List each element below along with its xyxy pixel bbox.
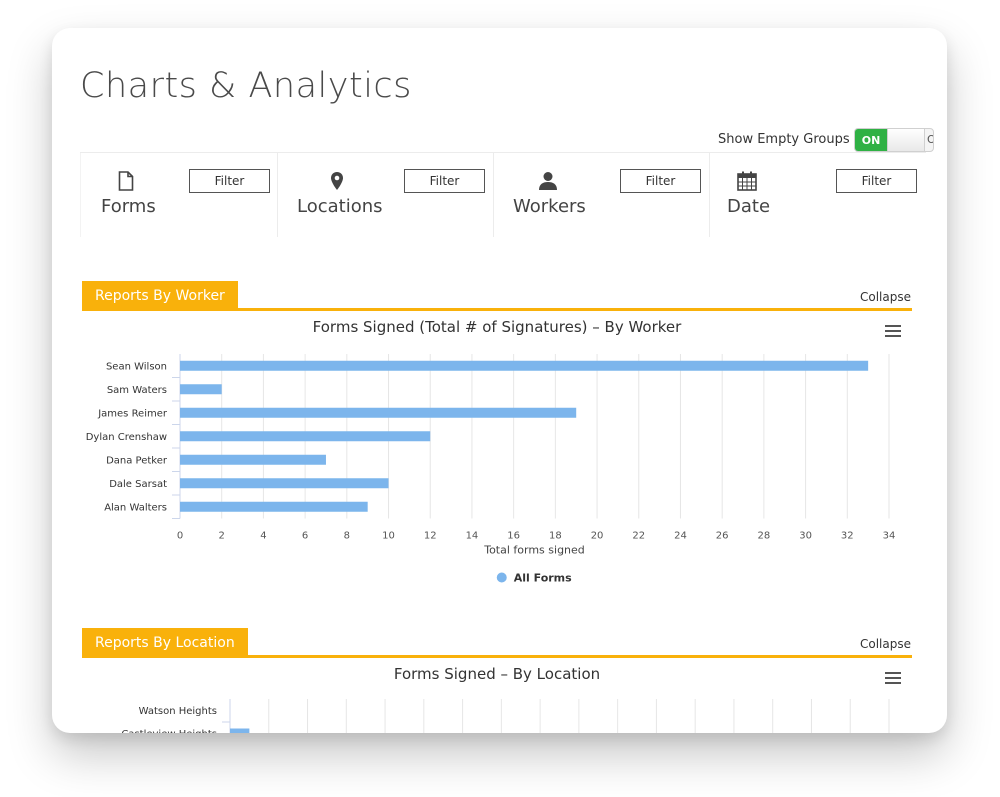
x-tick-label-24: 24 [674,531,687,542]
x-tick-label-28: 28 [758,531,771,542]
filter-date: Date Filter [709,153,925,237]
x-tick-label-26: 26 [716,531,729,542]
location-y-tick-label-castleview-heights: Castleview Heights [121,729,217,733]
chart-location: Watson Heights Castleview Heights [121,699,890,733]
x-tick-label-30: 30 [799,531,812,542]
filter-workers-button[interactable]: Filter [620,169,701,193]
collapse-worker-link[interactable]: Collapse [860,290,911,304]
x-tick-label-4: 4 [260,531,266,542]
x-tick-label-6: 6 [302,531,308,542]
chart-title-location: Forms Signed – By Location [393,665,601,683]
filter-forms-button[interactable]: Filter [189,169,270,193]
toggle-on-text: ON [855,129,887,151]
x-tick-label-22: 22 [632,531,645,542]
filter-label-locations: Locations [297,196,383,217]
toggle-knob[interactable] [887,129,925,151]
y-tick-label-sean-wilson: Sean Wilson [106,361,167,372]
show-empty-groups-toggle[interactable]: ON O [854,128,934,152]
map-pin-icon [327,170,347,192]
section-tab-location[interactable]: Reports By Location [82,628,248,657]
bar-alan-walters [180,501,368,512]
y-tick-label-dana-petker: Dana Petker [106,455,168,466]
legend-label-all-forms: All Forms [514,572,572,585]
y-tick-label-james-reimer: James Reimer [97,408,168,419]
y-tick-label-dale-sarsat: Dale Sarsat [109,479,167,490]
main-card: Charts & Analytics Show Empty Groups ON … [52,28,947,733]
toggle-off-text: O [927,133,933,146]
x-tick-label-34: 34 [883,531,896,542]
calendar-icon [737,170,757,192]
x-tick-label-18: 18 [549,531,562,542]
filter-label-forms: Forms [101,196,156,217]
y-tick-label-sam-waters: Sam Waters [107,385,167,396]
filter-bar: Forms Filter Locations Filter Workers Fi… [80,152,926,237]
filter-date-button[interactable]: Filter [836,169,917,193]
x-tick-label-10: 10 [382,531,395,542]
x-tick-label-20: 20 [591,531,604,542]
section-divider-location [82,655,912,658]
location-y-tick-label-watson-heights: Watson Heights [139,706,217,717]
x-tick-label-0: 0 [177,531,183,542]
bar-dale-sarsat [180,478,389,489]
location-bar-castleview-heights [230,728,250,733]
x-tick-label-32: 32 [841,531,854,542]
user-icon [538,170,558,192]
bar-dana-petker [180,454,326,465]
bar-sam-waters [180,384,222,395]
bar-sean-wilson [180,360,869,371]
show-empty-groups-label: Show Empty Groups [718,132,850,147]
filter-workers: Workers Filter [493,153,709,237]
y-tick-label-alan-walters: Alan Walters [104,502,167,513]
x-tick-label-12: 12 [424,531,437,542]
x-tick-label-14: 14 [466,531,479,542]
file-icon [116,170,136,192]
y-tick-label-dylan-crenshaw: Dylan Crenshaw [86,432,167,443]
section-divider-worker [82,308,912,311]
chart-menu-icon[interactable] [885,325,901,337]
bar-james-reimer [180,407,577,418]
x-axis-title: Total forms signed [483,544,585,557]
chart-menu-icon-location[interactable] [885,672,901,684]
filter-locations-button[interactable]: Filter [404,169,485,193]
x-tick-label-8: 8 [344,531,350,542]
x-tick-label-2: 2 [219,531,225,542]
x-tick-label-16: 16 [507,531,520,542]
chart-title-worker: Forms Signed (Total # of Signatures) – B… [312,318,682,336]
section-tab-worker[interactable]: Reports By Worker [82,281,238,310]
page-title: Charts & Analytics [80,66,412,106]
bar-dylan-crenshaw [180,431,431,442]
filter-label-workers: Workers [513,196,586,217]
filter-forms: Forms Filter [80,153,296,237]
collapse-location-link[interactable]: Collapse [860,637,911,651]
legend-marker-all-forms [496,572,507,583]
filter-label-date: Date [727,196,771,217]
filter-locations: Locations Filter [277,153,493,237]
